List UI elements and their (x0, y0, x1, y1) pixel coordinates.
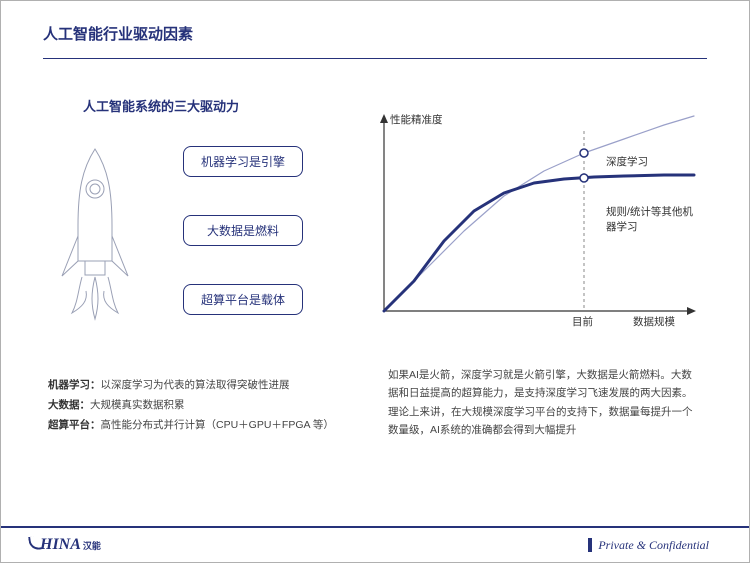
def-term: 大数据： (48, 399, 90, 411)
footer-bar-icon (588, 538, 592, 552)
driver-boxes: 机器学习是引擎 大数据是燃料 超算平台是载体 (183, 146, 303, 315)
def-desc: 高性能分布式并行计算（CPU＋GPU＋FPGA 等） (101, 419, 334, 431)
title-bar: 人工智能行业驱动因素 (1, 1, 749, 52)
def-term: 超算平台： (48, 419, 101, 431)
svg-text:数据规模: 数据规模 (633, 315, 675, 328)
content-area: 人工智能系统的三大驱动力 机器学习是引擎 大数据是燃料 超算平台是载 (43, 86, 707, 507)
rocket-illustration (48, 141, 143, 321)
legend-deep-learning: 深度学习 (606, 155, 648, 170)
subtitle: 人工智能系统的三大驱动力 (83, 96, 239, 115)
legend-other-ml: 规则/统计等其他机器学习 (606, 205, 696, 234)
logo-swoosh-icon (28, 535, 44, 551)
definition-row: 大数据：大规模真实数据积累 (48, 396, 348, 416)
confidential-label: Private & Confidential (598, 538, 709, 553)
logo-cn-text: 汉能 (83, 539, 101, 552)
footer-confidential: Private & Confidential (588, 538, 709, 553)
page-title: 人工智能行业驱动因素 (43, 23, 707, 44)
svg-text:性能精准度: 性能精准度 (390, 113, 443, 126)
summary-text: 如果AI是火箭，深度学习就是火箭引擎，大数据是火箭燃料。大数据和日益提高的超算能… (388, 366, 698, 440)
driver-box-compute: 超算平台是载体 (183, 284, 303, 315)
definition-row: 机器学习：以深度学习为代表的算法取得突破性进展 (48, 376, 348, 396)
footer-bar: HINA 汉能 Private & Confidential (1, 526, 749, 562)
driver-box-bigdata: 大数据是燃料 (183, 215, 303, 246)
def-term: 机器学习： (48, 379, 101, 391)
driver-box-ml: 机器学习是引擎 (183, 146, 303, 177)
title-underline (43, 58, 707, 59)
slide-container: 人工智能行业驱动因素 人工智能系统的三大驱动力 机器学习是引擎 (0, 0, 750, 563)
definitions-block: 机器学习：以深度学习为代表的算法取得突破性进展 大数据：大规模真实数据积累 超算… (48, 376, 348, 436)
definition-row: 超算平台：高性能分布式并行计算（CPU＋GPU＋FPGA 等） (48, 416, 348, 436)
logo: HINA 汉能 (29, 536, 101, 554)
svg-text:目前: 目前 (572, 315, 593, 328)
def-desc: 大规模真实数据积累 (90, 399, 185, 411)
logo-main-text: HINA (40, 536, 81, 554)
performance-chart: 性能精准度数据规模 目前 深度学习 规则/统计等其他机器学习 (378, 111, 698, 336)
def-desc: 以深度学习为代表的算法取得突破性进展 (101, 379, 290, 391)
